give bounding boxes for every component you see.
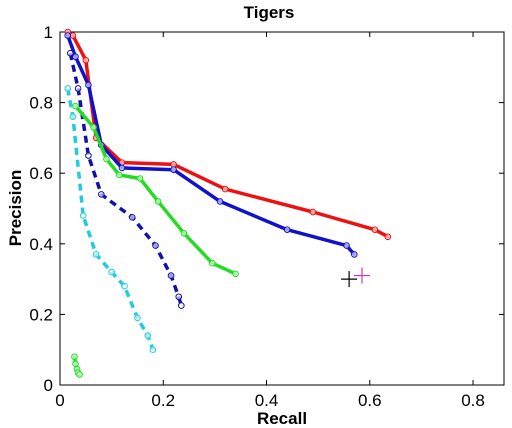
data-point [121,282,128,290]
series-layer [64,28,392,378]
series-5 [71,353,83,378]
data-point [180,229,188,237]
data-point [136,175,144,182]
data-point [175,293,183,301]
data-point [82,56,90,64]
data-point [64,85,72,92]
data-point [178,302,185,309]
data-point [64,32,72,39]
data-point [72,360,79,368]
series-line [65,33,357,257]
series-4 [64,85,157,354]
data-point [92,251,100,258]
data-point [85,81,92,89]
axis-ticks: 0 0.2 0.4 0.6 0.8 0 0.2 0.4 0.6 0.8 1 [29,23,504,410]
plus-marker [354,267,371,284]
data-point [79,212,87,219]
x-tick-label: 0 [55,391,64,410]
marker-layer [341,267,371,288]
data-point [221,185,229,193]
data-point [76,371,83,378]
y-tick-label: 0 [44,376,53,395]
data-point [72,102,79,110]
data-point [108,268,115,276]
data-point [371,226,379,233]
data-point [232,270,239,278]
data-point [85,152,92,159]
data-point [90,124,97,131]
data-point [149,346,157,354]
data-point [72,53,79,61]
data-point [283,226,291,233]
data-point [103,155,110,163]
data-point [384,233,392,241]
data-point [98,191,105,198]
y-tick-label: 0.6 [29,164,53,183]
series-3 [72,102,239,278]
x-tick-label: 0.4 [255,391,279,410]
data-point [170,161,177,168]
x-tick-label: 0.2 [151,391,175,410]
plot-area [59,31,505,386]
y-tick-label: 0.8 [29,94,53,113]
data-point [154,198,162,205]
data-point [152,242,159,249]
data-point [118,164,126,172]
series-2 [67,49,185,309]
series-line [65,30,390,239]
series-1 [64,32,358,258]
data-point [343,242,350,249]
x-tick-label: 0.6 [358,391,382,410]
data-point [350,251,358,258]
data-point [69,113,77,121]
data-point [216,198,224,205]
data-point [170,166,177,173]
data-point [71,353,78,361]
data-point [209,259,216,267]
data-point [74,85,82,92]
y-tick-label: 0.2 [29,305,53,324]
x-axis-label: Recall [257,409,307,428]
data-point [128,214,136,221]
chart-title: Tigers [244,3,295,22]
x-tick-label: 0.8 [461,391,485,410]
data-point [67,49,74,57]
data-point [167,272,175,279]
data-point [144,332,152,339]
y-tick-label: 0.4 [29,235,53,254]
plus-marker [341,271,358,288]
data-point [309,208,317,216]
y-tick-label: 1 [44,23,53,42]
data-point [134,314,141,322]
y-axis-label: Precision [6,170,25,247]
data-point [116,171,123,179]
